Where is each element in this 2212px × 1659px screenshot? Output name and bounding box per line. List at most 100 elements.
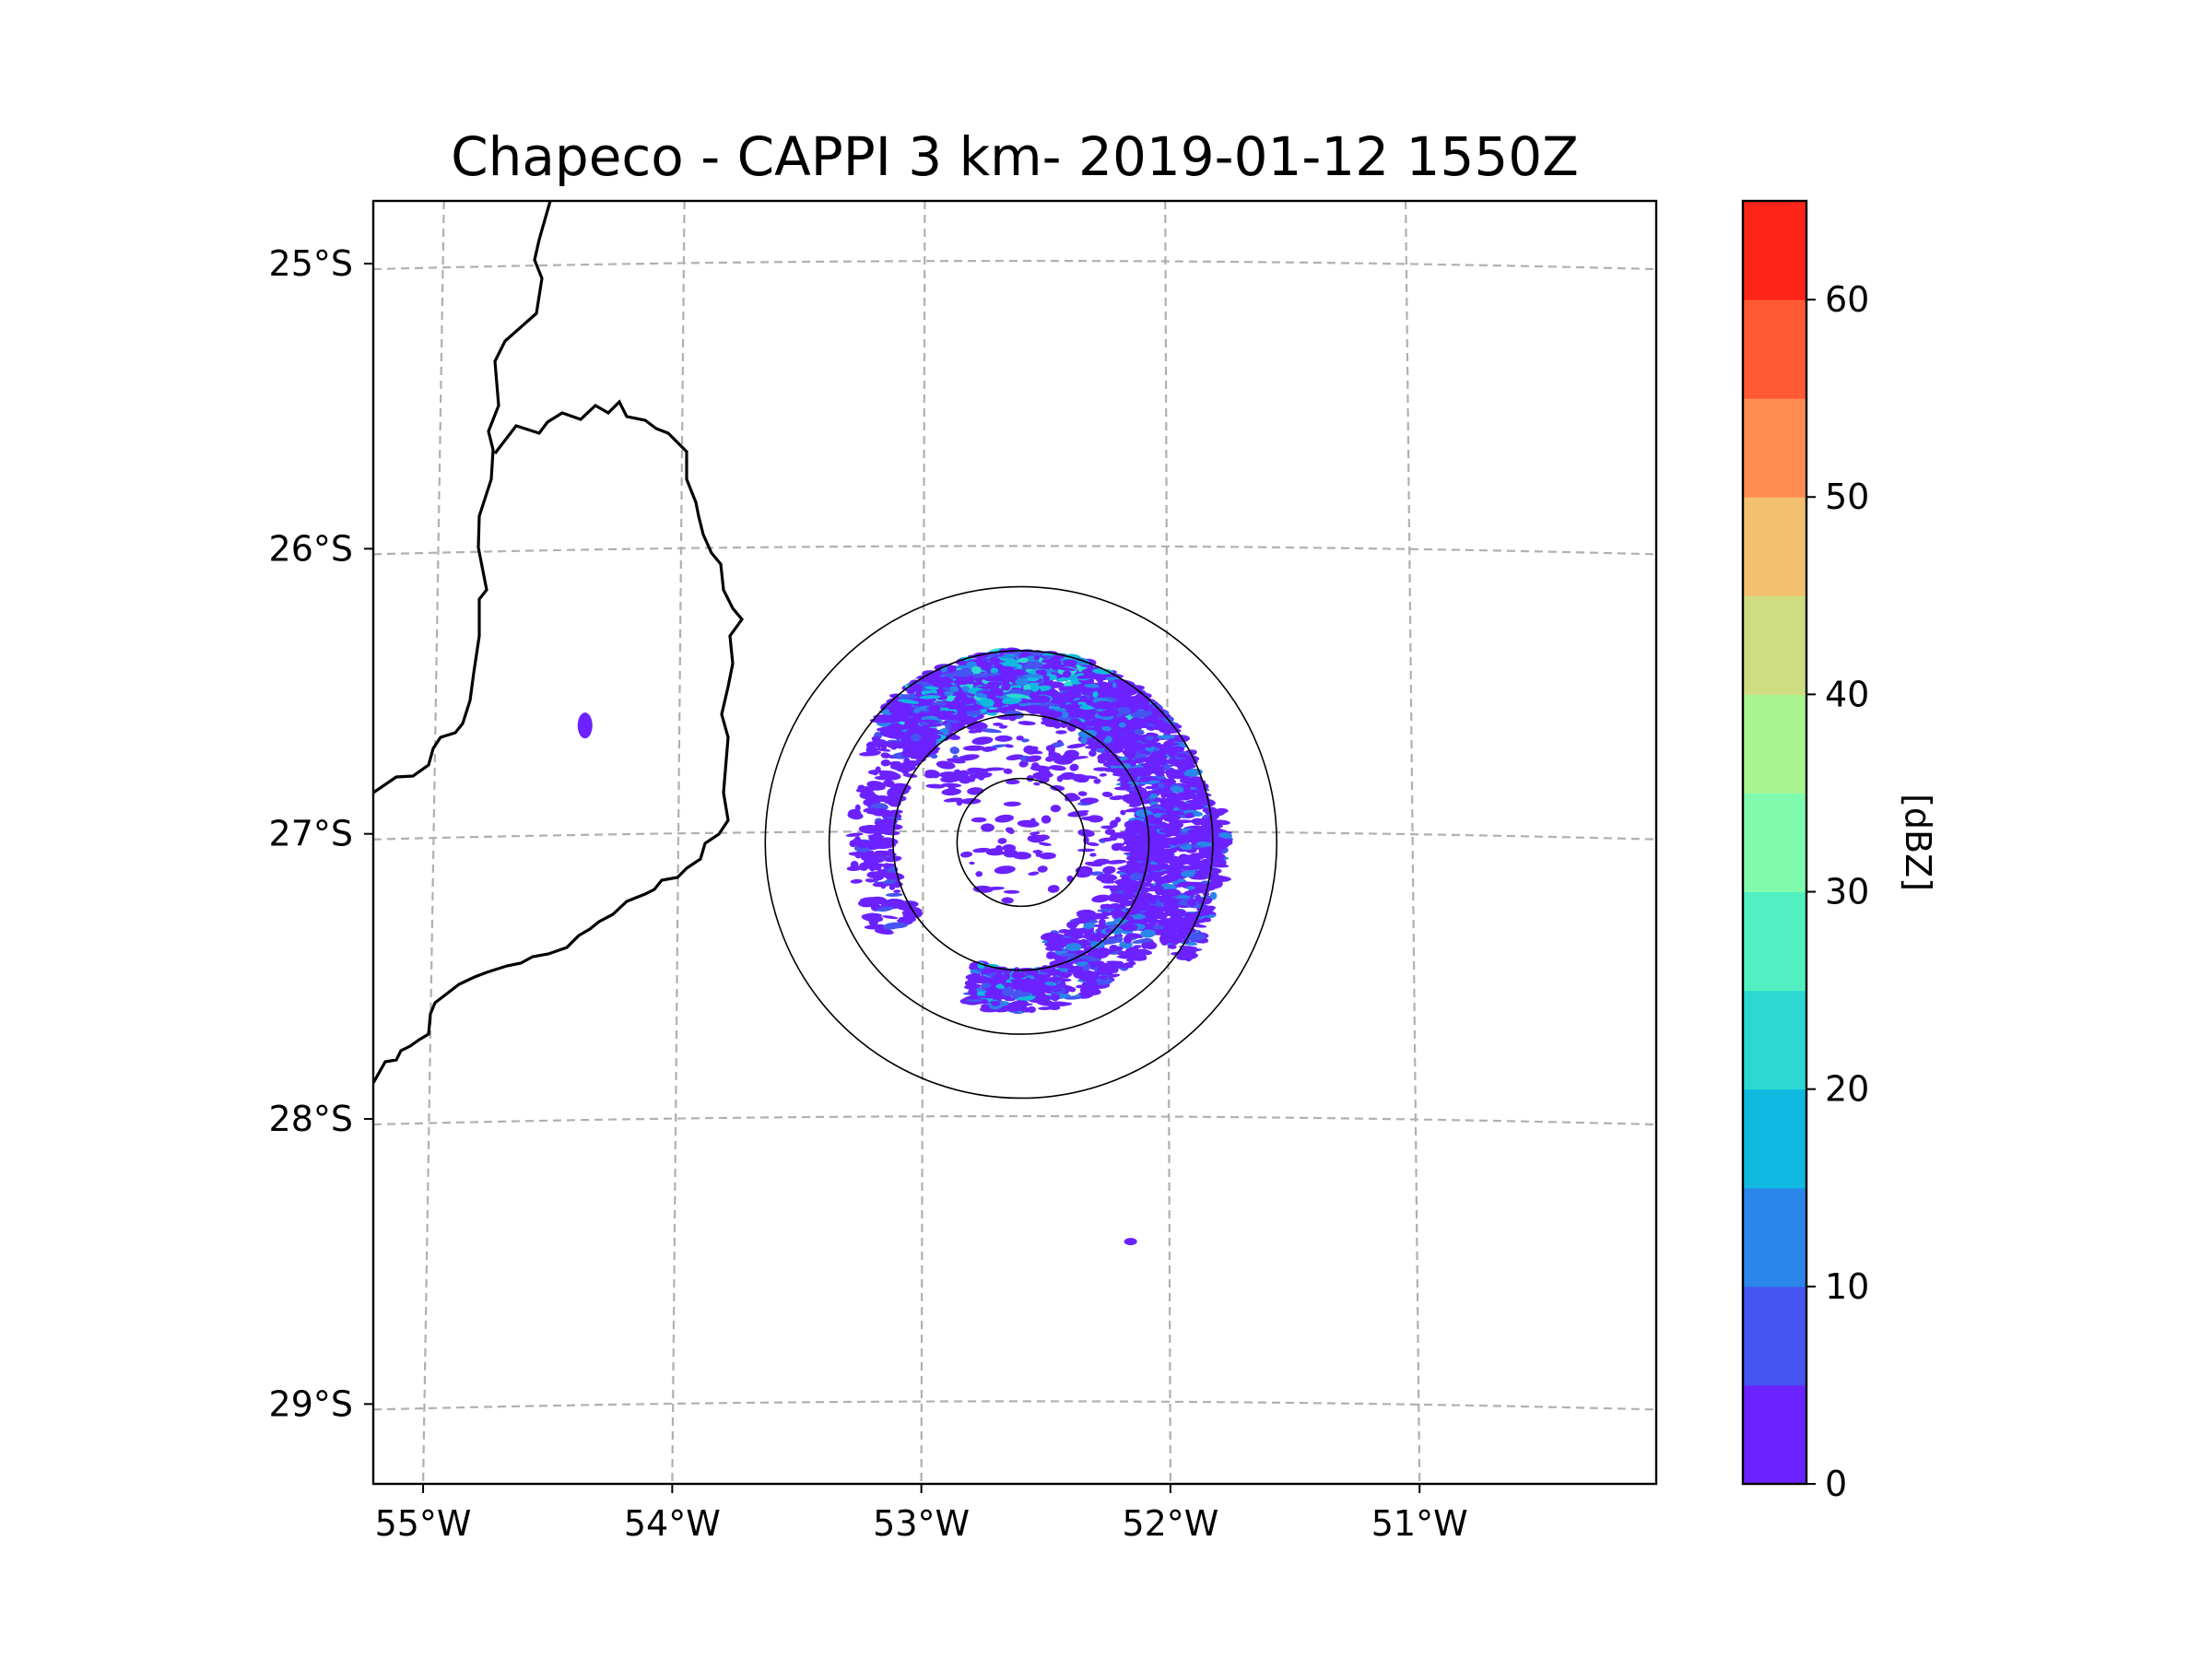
echo-cell [1002,697,1022,705]
echo-cell [941,788,962,796]
echo-cell [933,683,954,688]
echo-cell [1092,690,1099,699]
echo-cell [1049,696,1068,705]
echo-cell [871,735,880,742]
y-tick-label: 28°S [269,1099,353,1139]
echo-cell [1091,894,1111,903]
echo-cell [1080,736,1088,745]
state-borders [373,201,745,1084]
echo-cell [971,817,987,823]
echo-cell [1030,683,1040,692]
reflectivity-echoes [577,647,1233,1246]
echo-cell [1093,778,1101,784]
echo-cell [960,851,973,858]
echo-cell [1077,848,1095,853]
echo-cell [997,657,1018,662]
echo-cell [961,686,971,692]
border-line-north [373,201,552,794]
echo-cell [963,704,983,712]
echo-cell [850,878,863,884]
echo-cell [1030,765,1051,771]
echo-cell [1058,686,1072,691]
echo-cell [1082,670,1089,676]
echo-cell [1055,666,1077,671]
echo-cell [1106,859,1127,865]
colorbar-tick-label: 20 [1825,1069,1869,1110]
meridian-gridline [1405,201,1421,1484]
echo-cell [897,699,920,704]
echo-cell [1042,675,1051,681]
echo-cell [953,677,973,686]
y-tick-label: 25°S [269,243,353,284]
echo-cell [1022,674,1044,678]
colorbar-bin [1743,891,1806,992]
colorbar-tick-label: 0 [1825,1464,1847,1504]
echo-cell [1064,704,1078,712]
echo-cell [983,677,999,682]
echo-cell [1074,718,1080,725]
echo-cell [1151,817,1163,824]
border-line-misiones [373,399,745,1084]
colorbar-tick-label: 10 [1825,1266,1869,1307]
echo-cell [990,667,999,673]
echo-cell [930,701,949,706]
echo-cell [1018,721,1036,726]
echo-cell [979,698,994,707]
echo-cell [1102,865,1116,875]
echo-cell [946,711,957,714]
echo-cell [1012,852,1032,860]
echo-cell [1077,674,1098,679]
echo-cell [1092,668,1114,675]
echo-cell [1015,677,1030,687]
echo-cell [962,745,985,751]
echo-cell [1077,829,1095,838]
echo-cell [995,688,1004,697]
echo-cell [909,684,923,691]
echo-cell [994,735,1013,742]
echo-cell [997,838,1007,844]
echo-cell [1062,659,1077,666]
echo-cell [976,677,986,686]
echo-cell [1039,852,1056,860]
echo-cell [1041,815,1052,824]
echo-cell [1003,801,1021,807]
colorbar-bin [1743,398,1806,498]
x-tick-label: 54°W [624,1503,721,1544]
echo-cell [945,722,952,731]
echo-cell [972,885,994,893]
colorbar-label: [dBZ] [1898,794,1938,891]
echo-cell [987,681,1003,686]
x-tick-label: 52°W [1122,1503,1218,1544]
x-tick-label: 53°W [873,1503,970,1544]
echo-cell [1101,791,1113,797]
echo-cell [1017,819,1040,828]
echo-cell [908,690,915,695]
echo-cell [971,665,982,675]
colorbar-bin [1743,497,1806,596]
parallel-gridline [373,259,1656,271]
echo-cell [1183,889,1198,897]
echo-cell [1120,809,1126,816]
y-tick-label: 29°S [269,1383,353,1424]
echo-cell [845,832,864,837]
echo-cell [893,889,901,893]
echo-cell [969,717,975,722]
meridian-gridline [671,201,686,1484]
echo-cell [881,915,899,920]
echo-cell [1072,685,1094,694]
echo-cell [1033,695,1051,704]
echo-cell [967,787,984,795]
echo-cell [885,892,903,897]
echo-cell [972,673,990,679]
echo-cell [989,656,1001,664]
echo-cell [1006,693,1028,699]
echo-cell [909,698,932,707]
echo-cell [1084,683,1100,688]
meridian-gridline [421,201,445,1484]
echo-cell [1061,691,1082,699]
x-tick-label: 55°W [375,1503,472,1544]
echo-cell [1039,841,1052,846]
echo-cell [1215,807,1229,814]
echo-cell [1088,749,1097,757]
